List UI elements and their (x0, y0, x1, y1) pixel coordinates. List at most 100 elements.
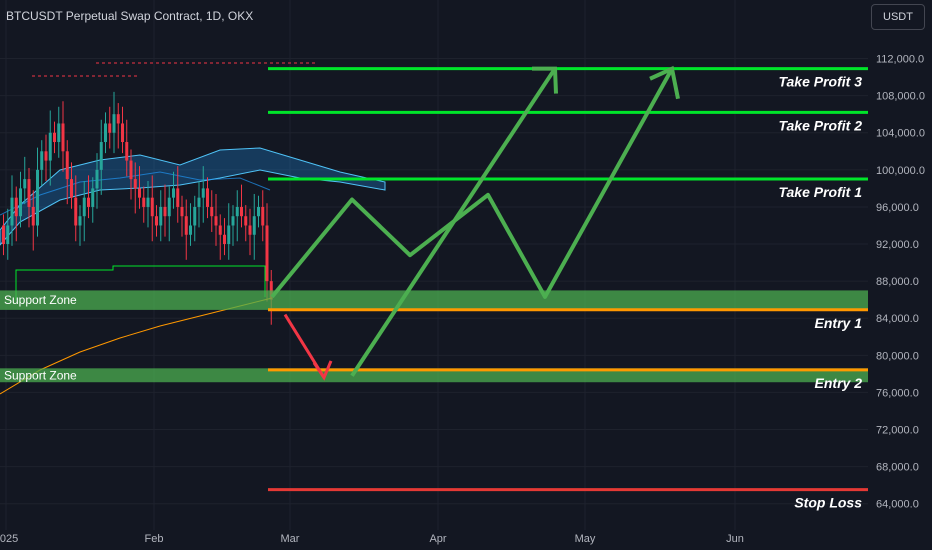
price-level-name: Entry 2 (815, 375, 863, 391)
candle-body (155, 216, 158, 226)
candle-body (23, 179, 27, 189)
candle-body (210, 206, 214, 217)
time-tick-label: 2025 (0, 533, 18, 545)
candle-body (6, 225, 10, 245)
candle-body (125, 142, 129, 161)
price-level-name: Take Profit 1 (778, 184, 862, 200)
candle-body (193, 206, 197, 226)
support-zone-band (0, 290, 868, 310)
projection-arrowhead-1 (649, 65, 680, 100)
price-axis-bg (868, 0, 932, 530)
price-tick-label: 76,000.0 (876, 387, 919, 399)
time-tick-label: Feb (145, 533, 164, 545)
price-tick-label: 108,000.0 (876, 91, 925, 103)
candle-body (44, 151, 48, 161)
support-zone-label: Support Zone (4, 368, 77, 382)
candle-body (146, 197, 150, 207)
candle-body (159, 206, 163, 226)
candle-body (65, 151, 69, 180)
candle-body (87, 197, 90, 207)
candle-body (104, 123, 107, 143)
candle-body (223, 234, 226, 245)
price-tick-label: 64,000.0 (876, 499, 919, 511)
candle-body (116, 114, 120, 124)
candle-body (244, 216, 248, 226)
price-tick-label: 72,000.0 (876, 425, 919, 437)
time-axis[interactable]: 2025 Feb Mar Apr May Jun (0, 530, 932, 550)
candle-body (99, 142, 103, 170)
candle-body (19, 188, 22, 217)
price-level-name: Stop Loss (794, 495, 862, 511)
price-tick-label: 112,000.0 (876, 54, 924, 66)
candle-body (261, 206, 265, 226)
candle-body (36, 169, 39, 226)
price-level-name: Take Profit 3 (778, 74, 862, 90)
candle-body (142, 197, 146, 207)
support-zone-label: Support Zone (4, 293, 77, 307)
price-tick-label: 104,000.0 (876, 128, 925, 140)
candle-body (108, 123, 112, 133)
price-level-name: Entry 1 (815, 315, 863, 331)
candle-body (240, 206, 243, 217)
price-tick-label: 88,000.0 (876, 276, 919, 288)
candle-body (14, 197, 18, 217)
candle-body (40, 151, 44, 170)
price-tick-label: 68,000.0 (876, 462, 919, 474)
candle-body (214, 216, 218, 226)
candle-body (248, 225, 252, 235)
candle-body (257, 206, 260, 217)
time-axis-bg (0, 530, 932, 550)
candle-body (53, 132, 56, 143)
candle-body (70, 179, 73, 198)
price-tick-label: 84,000.0 (876, 313, 919, 325)
candle-body (121, 123, 124, 143)
time-tick-label: May (575, 533, 596, 545)
candle-body (163, 206, 167, 217)
support-zone-band (0, 368, 868, 383)
projection-arrowhead-2 (532, 66, 558, 94)
candle-body (176, 188, 180, 207)
candle-body (91, 188, 95, 207)
time-tick-label: Apr (429, 533, 446, 545)
candle-body (2, 225, 5, 245)
candle-body (189, 225, 192, 235)
candle-body (48, 132, 52, 161)
candle-body (167, 197, 171, 217)
projection-path-2 (350, 67, 557, 377)
candle-body (74, 197, 78, 226)
projection-path-1 (270, 67, 674, 299)
candle-body (231, 216, 235, 226)
candle-body (61, 123, 65, 152)
candle-body (218, 225, 222, 235)
candle-body (138, 188, 141, 198)
candle-body (10, 197, 14, 226)
candle-body (184, 216, 188, 235)
candle-body (172, 188, 175, 198)
candle-body (265, 225, 269, 282)
price-tick-label: 96,000.0 (876, 202, 919, 214)
chart-title: BTCUSDT Perpetual Swap Contract, 1D, OKX (6, 9, 254, 23)
time-tick-label: Jun (726, 533, 744, 545)
currency-selector[interactable]: USDT (871, 4, 925, 30)
price-tick-label: 92,000.0 (876, 239, 919, 251)
chart-grid (0, 0, 868, 530)
candle-body (252, 216, 256, 235)
candle-body (150, 197, 154, 217)
candle-body (197, 197, 201, 207)
time-tick-label: Mar (281, 533, 300, 545)
candle-body (201, 188, 205, 198)
candle-body (129, 160, 133, 180)
range-box (15, 265, 266, 300)
price-tick-label: 80,000.0 (876, 350, 919, 362)
price-axis[interactable]: 112,000.0 108,000.0 104,000.0 100,000.0 96,0… (868, 0, 932, 530)
candle-body (57, 123, 61, 143)
support-zones: Support Zone Support Zone (0, 290, 868, 382)
candlestick-series (2, 91, 273, 325)
candle-body (206, 188, 209, 207)
candle-body (133, 179, 137, 189)
price-level-name: Take Profit 2 (778, 117, 862, 133)
candle-body (82, 197, 86, 217)
candle-body (227, 225, 231, 245)
price-tick-label: 100,000.0 (876, 165, 925, 177)
